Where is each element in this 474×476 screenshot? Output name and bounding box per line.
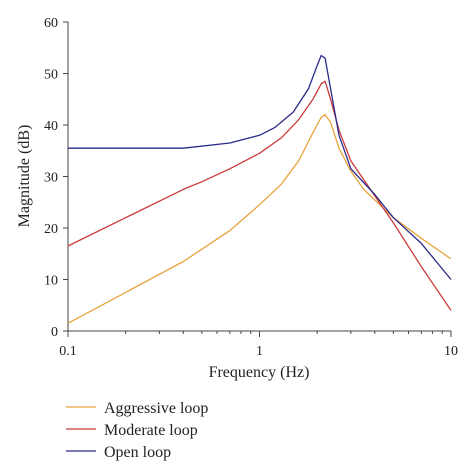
y-axis-label: Magnitude (dB): [16, 125, 33, 228]
series-line-moderate-loop: [67, 80, 452, 311]
legend-label: Aggressive loop: [104, 400, 208, 417]
series-line-aggressive-loop: [67, 114, 452, 324]
x-ticks: 0.1 1 10: [59, 331, 458, 359]
y-tick-label: 20: [44, 222, 58, 237]
y-tick-label: 0: [51, 325, 58, 340]
y-tick-label: 50: [44, 68, 58, 83]
y-tick-label: 10: [44, 274, 58, 289]
legend-label: Moderate loop: [104, 422, 198, 439]
y-ticks: 0 10 20 30 40 50 60: [44, 16, 68, 340]
x-tick-label: 1: [256, 344, 263, 359]
y-tick-label: 60: [44, 16, 58, 31]
legend: Aggressive loop Moderate loop Open loop: [66, 400, 208, 461]
y-tick-label: 30: [44, 171, 58, 186]
x-tick-label: 10: [444, 344, 458, 359]
legend-label: Open loop: [104, 444, 171, 461]
series-lines: [67, 54, 452, 324]
x-axis-label: Frequency (Hz): [209, 364, 310, 381]
y-tick-label: 40: [44, 119, 58, 134]
x-tick-label: 0.1: [59, 344, 77, 359]
series-line-open-loop: [68, 54, 452, 280]
